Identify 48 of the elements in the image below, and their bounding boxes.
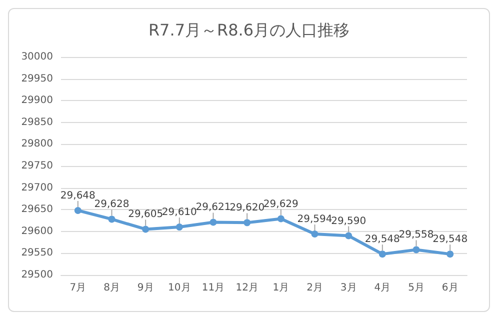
data-label: 29,628 [94, 199, 130, 210]
point [345, 232, 352, 240]
x-tick-label: 1月 [272, 282, 290, 294]
data-label: 29,548 [432, 234, 468, 246]
y-tick-label: 29550 [21, 248, 53, 259]
y-tick-label: 29900 [21, 95, 53, 106]
point [412, 246, 420, 254]
x-tick-label: 8月 [104, 282, 120, 294]
x-tick-label: 6月 [442, 282, 458, 294]
y-tick-label: 29600 [21, 226, 53, 237]
x-tick-label: 3月 [340, 282, 357, 294]
data-label: 29,629 [263, 198, 298, 210]
point [142, 226, 150, 233]
x-tick-label: 2月 [306, 282, 323, 294]
chart-title: R7.7月～R8.6月の人口推移 [148, 20, 350, 40]
point [311, 230, 318, 238]
x-tick-label: 7月 [70, 282, 86, 294]
x-tick-label: 9月 [137, 282, 154, 294]
data-label: 29,590 [331, 216, 366, 227]
x-tick-label: 12月 [236, 282, 258, 294]
y-tick-label: 29750 [21, 160, 53, 172]
data-label: 29,610 [162, 207, 197, 218]
data-label: 29,621 [196, 202, 231, 214]
point [176, 224, 183, 231]
point [210, 218, 217, 226]
y-tick-label: 29850 [21, 116, 53, 128]
point [244, 219, 251, 226]
data-label: 29,648 [60, 190, 96, 202]
y-tick-label: 29650 [21, 204, 53, 216]
y-tick-label: 29800 [21, 138, 53, 150]
data-label: 29,594 [297, 214, 332, 226]
data-label: 29,548 [364, 234, 400, 246]
y-tick-label: 29500 [21, 270, 53, 280]
x-tick-label: 10月 [168, 282, 191, 294]
y-tick-label: 29700 [21, 182, 53, 194]
point [74, 206, 82, 214]
y-tick-label: 30000 [21, 52, 53, 62]
x-tick-label: 5月 [408, 282, 424, 294]
data-label: 29,605 [128, 209, 164, 220]
x-tick-label: 4月 [374, 282, 391, 294]
point [446, 250, 454, 258]
point [378, 250, 386, 258]
x-tick-label: 11月 [202, 282, 225, 294]
data-label: 29,620 [230, 202, 265, 214]
point [277, 215, 284, 222]
data-label: 29,558 [398, 230, 434, 241]
point [108, 216, 116, 223]
y-tick-label: 29950 [21, 73, 53, 84]
